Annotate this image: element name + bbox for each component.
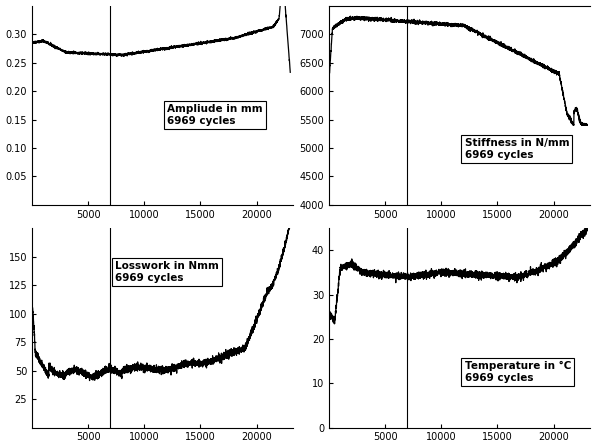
Text: Ampliude in mm
6969 cycles: Ampliude in mm 6969 cycles: [167, 104, 263, 126]
Text: Temperature in °C
6969 cycles: Temperature in °C 6969 cycles: [464, 361, 571, 383]
Text: Stiffness in N/mm
6969 cycles: Stiffness in N/mm 6969 cycles: [464, 138, 569, 160]
Text: Losswork in Nmm
6969 cycles: Losswork in Nmm 6969 cycles: [115, 261, 219, 283]
